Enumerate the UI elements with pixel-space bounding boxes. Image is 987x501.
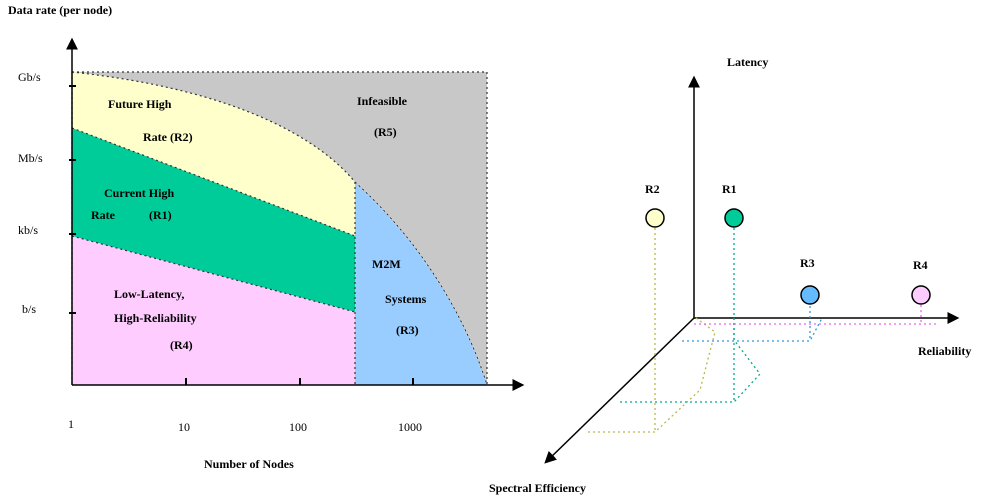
x-axis-title: Number of Nodes xyxy=(204,457,294,471)
region-r4-label-line2: High-Reliability xyxy=(114,311,197,325)
point-r1-label: R1 xyxy=(722,182,737,196)
x-tick-label: 1000 xyxy=(398,420,422,434)
region-r3-label-line3: (R3) xyxy=(396,323,419,337)
point-r2 xyxy=(645,208,665,228)
region-r1-label-line2: Rate xyxy=(91,208,116,222)
point-r4-label: R4 xyxy=(913,258,928,272)
region-r1-label-line3: (R1) xyxy=(149,208,172,222)
region-r5-label-line1: Infeasible xyxy=(357,94,408,108)
right-chart: Latency Reliability Spectral Efficiency … xyxy=(489,55,971,495)
point-r3 xyxy=(800,285,820,305)
region-r1-label-line1: Current High xyxy=(104,186,174,200)
x-tick-label: 10 xyxy=(178,420,190,434)
region-r5-infeasible xyxy=(72,72,487,385)
x-tick-label: 1 xyxy=(68,417,74,431)
region-r2-future-high-rate xyxy=(72,72,355,236)
region-r4-low-latency xyxy=(72,236,355,385)
x-tick-label: 100 xyxy=(289,420,307,434)
y-tick-label: kb/s xyxy=(18,223,38,237)
spectral-efficiency-axis-label: Spectral Efficiency xyxy=(489,481,586,495)
y-tick-marks xyxy=(69,85,76,314)
reliability-axis-label: Reliability xyxy=(918,344,971,358)
region-r3-label-line1: M2M xyxy=(372,257,401,271)
region-r4-label-line1: Low-Latency, xyxy=(114,287,184,301)
projection-lines xyxy=(588,228,938,433)
y-tick-label: Mb/s xyxy=(18,151,43,165)
region-r2-label-line2: Rate (R2) xyxy=(143,130,193,144)
region-r2-label-line1: Future High xyxy=(108,97,172,111)
region-r4-label-line3: (R4) xyxy=(170,338,193,352)
point-r1 xyxy=(724,208,744,228)
point-r4 xyxy=(911,285,931,305)
x-tick-marks xyxy=(185,378,414,385)
y-tick-label: b/s xyxy=(22,302,36,316)
point-r2-label: R2 xyxy=(645,182,660,196)
point-r3-label: R3 xyxy=(800,256,815,270)
y-axis-title: Data rate (per node) xyxy=(8,3,112,17)
region-r1-current-high-rate xyxy=(72,128,355,312)
y-tick-label: Gb/s xyxy=(18,70,41,84)
spectral-efficiency-axis xyxy=(544,317,695,464)
region-r3-m2m xyxy=(355,182,487,385)
latency-axis-label: Latency xyxy=(727,55,768,69)
region-r5-label-line2: (R5) xyxy=(374,125,397,139)
region-r3-label-line2: Systems xyxy=(385,292,427,306)
left-chart: Data rate (per node) Number of Nodes Gb/… xyxy=(8,3,525,471)
